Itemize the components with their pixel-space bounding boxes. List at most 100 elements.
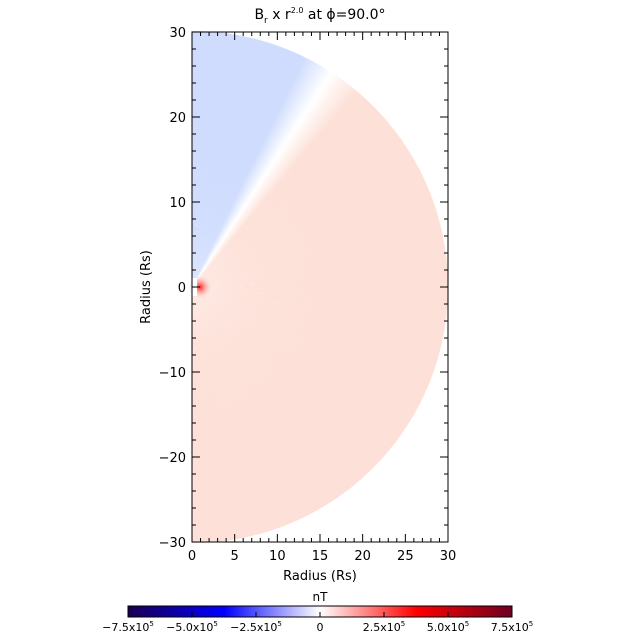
field-sector [192, 33, 228, 287]
field-sector [192, 287, 362, 481]
field-sector [192, 32, 219, 287]
field-sector [192, 41, 267, 288]
field-sector [192, 287, 428, 390]
field-sector [192, 89, 357, 287]
field-sector [192, 93, 362, 287]
field-sector [192, 287, 356, 486]
field-sector [192, 84, 352, 287]
field-sector [192, 134, 400, 287]
field-sector [192, 287, 425, 398]
field-sector [192, 108, 378, 288]
field-sector [192, 174, 424, 287]
y-tick-label: −10 [159, 366, 186, 381]
field-sector [192, 31, 206, 288]
field-sector [192, 287, 392, 450]
field-sector [192, 287, 311, 516]
field-sector [192, 287, 387, 455]
field-sector [192, 287, 382, 462]
field-sector [192, 287, 361, 482]
field-heatmap [188, 31, 448, 543]
field-sector [192, 287, 406, 431]
field-sector [192, 287, 354, 488]
field-sector [192, 32, 226, 287]
field-sector [192, 52, 299, 287]
field-sector [192, 160, 416, 287]
field-sector [192, 287, 350, 491]
field-sector [192, 32, 224, 287]
field-sector [192, 287, 448, 305]
field-sector [192, 287, 447, 314]
field-sector [192, 37, 252, 287]
field-sector [192, 31, 217, 287]
field-sector [192, 287, 440, 354]
field-sector [192, 287, 404, 434]
axes: 0 5 10 15 20 25 30 −30 −20 −10 0 10 20 30 [159, 26, 457, 564]
chart-title: Br x r2.0 at ϕ=90.0° [254, 6, 385, 26]
field-sector [192, 145, 407, 287]
field-sector [192, 287, 433, 377]
field-sector [192, 287, 385, 459]
field-sector [192, 287, 423, 402]
field-sector [192, 34, 237, 287]
y-axis-label: Radius (Rs) [139, 250, 154, 324]
field-sector [192, 115, 384, 287]
field-sector [192, 90, 359, 288]
field-sector [192, 77, 341, 287]
field-sector [192, 83, 350, 288]
field-sector [192, 287, 435, 373]
field-sector [192, 168, 421, 287]
field-sector [192, 51, 295, 287]
field-sector [192, 286, 448, 290]
field-sector [192, 287, 427, 394]
field-sector [192, 35, 241, 287]
field-sector [192, 287, 448, 296]
colorbar-tick-label: 7.5x105 [491, 620, 533, 634]
field-sector [192, 31, 215, 287]
field-sector [192, 158, 415, 287]
field-sector [192, 39, 261, 287]
field-sector [192, 287, 420, 408]
x-axis-label: Radius (Rs) [283, 569, 357, 584]
field-sector [192, 122, 390, 288]
field-sector [192, 287, 383, 460]
field-sector [192, 154, 413, 287]
field-sector [192, 180, 426, 287]
field-sector [192, 287, 321, 510]
field-sector [192, 139, 403, 287]
field-sector [192, 147, 408, 287]
field-sector [192, 287, 345, 495]
field-sector [192, 287, 325, 508]
field-sector [192, 287, 437, 367]
field-sector [192, 287, 439, 358]
field-sector [192, 287, 419, 410]
field-sector [192, 287, 366, 478]
field-sector [192, 132, 398, 287]
field-sector [192, 156, 414, 287]
field-sector [192, 287, 327, 507]
field-sector [192, 50, 293, 287]
field-sector [192, 287, 359, 484]
colorbar-label: nT [313, 590, 329, 604]
field-sector [192, 287, 367, 476]
field-sector [192, 287, 372, 472]
field-sector [192, 287, 379, 465]
field-sector [192, 287, 374, 470]
field-sector [192, 287, 436, 369]
field-sector [192, 287, 440, 356]
field-sector [192, 34, 235, 287]
field-sector [192, 287, 443, 341]
field-sector [192, 68, 328, 287]
field-sector [192, 287, 390, 452]
field-sector [192, 287, 446, 325]
field-sector [192, 31, 208, 287]
field-sector [192, 287, 307, 518]
field-sector [192, 287, 299, 521]
field-sector [192, 46, 282, 287]
field-sector [192, 40, 265, 288]
field-sector [192, 287, 414, 417]
field-sector [192, 48, 288, 287]
colorbar-tick-label: 2.5x105 [363, 620, 405, 634]
field-sector [192, 69, 330, 288]
field-sector [192, 287, 411, 423]
field-sector [192, 287, 448, 301]
